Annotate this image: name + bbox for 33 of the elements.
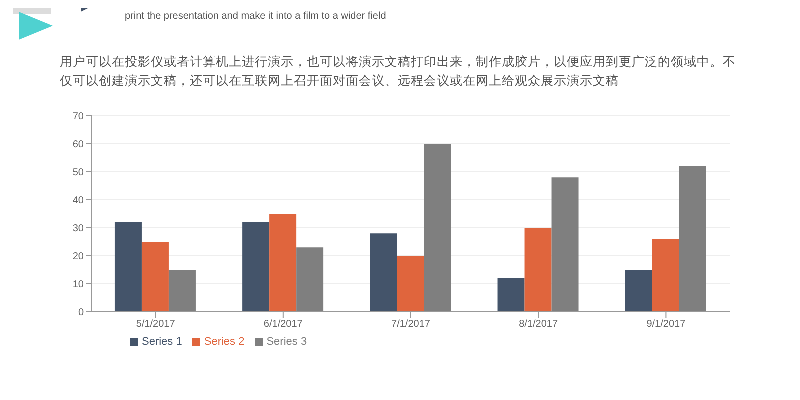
y-tick-label: 60 (72, 140, 84, 151)
bar (142, 242, 169, 312)
y-tick-label: 70 (72, 112, 84, 123)
bar (242, 222, 270, 312)
x-tick-label: 6/1/2017 (264, 319, 304, 330)
bar (296, 248, 324, 312)
bar (679, 166, 706, 312)
bar (498, 278, 525, 312)
y-tick-label: 40 (72, 196, 84, 207)
x-tick-label: 9/1/2017 (646, 319, 686, 330)
bar (552, 178, 579, 312)
y-tick-label: 50 (72, 168, 84, 179)
bar (168, 270, 196, 312)
bar (114, 222, 142, 312)
y-tick-label: 20 (72, 252, 84, 263)
text: 用户可以在投影仪或者计算机上进行演示，也可以将演示文稿打印出来，制作成胶片，以便应用到更广泛的领域中。不仅可以创建演示文稿，还可以在互联网上召开面对面会议、远程会议或在网上给观众展示演示文稿 (60, 54, 737, 90)
x-tick-label: 7/1/2017 (392, 319, 431, 330)
bar (270, 214, 297, 312)
bar (652, 239, 680, 312)
legend-label: Series 1 (142, 336, 182, 348)
y-tick-label: 30 (72, 224, 84, 235)
bar (524, 228, 552, 312)
x-tick-label: 5/1/2017 (136, 319, 176, 330)
legend-label: Series 2 (204, 336, 245, 348)
y-tick-label: 0 (78, 308, 84, 319)
legend-label: Series 3 (266, 336, 308, 348)
chart-subtitle: print the presentation and make it into a film to a wider field (125, 11, 386, 22)
y-tick-label: 10 (72, 280, 84, 291)
bar (370, 234, 398, 312)
bar (625, 270, 652, 312)
bar (424, 144, 452, 312)
bar (397, 256, 424, 312)
x-tick-label: 8/1/2017 (519, 319, 558, 330)
